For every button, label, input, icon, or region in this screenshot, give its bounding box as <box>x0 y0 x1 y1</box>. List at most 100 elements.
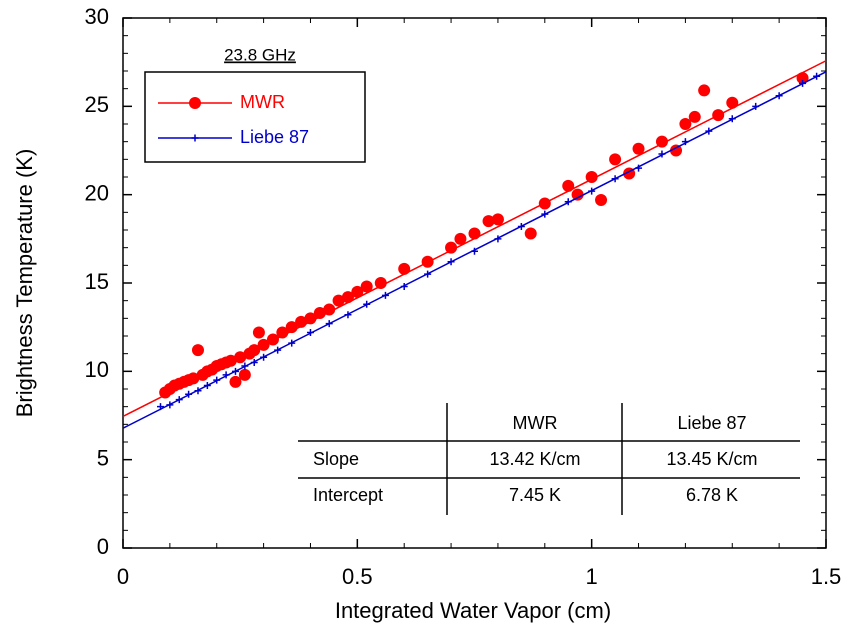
point <box>421 255 434 268</box>
y-axis-label: Brightness Temperature (K) <box>12 149 37 418</box>
point <box>323 303 336 316</box>
point <box>185 390 193 398</box>
point <box>712 109 725 122</box>
point <box>194 387 202 395</box>
table-cell: 13.45 K/cm <box>666 449 757 469</box>
point <box>351 285 364 298</box>
point <box>494 235 502 243</box>
x-tick-label: 1.5 <box>811 564 842 589</box>
point <box>295 315 308 328</box>
point <box>468 227 481 240</box>
point <box>175 396 183 404</box>
point <box>799 79 807 87</box>
point <box>266 333 279 346</box>
legend-label: Liebe 87 <box>240 127 309 147</box>
point <box>332 294 345 307</box>
point <box>564 198 572 206</box>
point <box>632 142 645 155</box>
legend-label: MWR <box>240 92 285 112</box>
point <box>203 381 211 389</box>
point <box>360 280 373 293</box>
x-axis-label: Integrated Water Vapor (cm) <box>335 598 611 623</box>
point <box>400 283 408 291</box>
point <box>562 179 575 192</box>
point <box>655 135 668 148</box>
point <box>274 346 282 354</box>
point <box>679 118 692 130</box>
point <box>524 227 537 240</box>
point <box>229 375 242 388</box>
point <box>424 270 432 278</box>
point <box>445 241 458 254</box>
point <box>588 187 596 195</box>
y-tick-label: 0 <box>97 534 109 559</box>
legend-box <box>144 71 366 163</box>
point <box>241 362 249 370</box>
x-tick-label: 0.5 <box>342 564 373 589</box>
point <box>447 258 455 266</box>
point <box>344 311 352 319</box>
table-header: MWR <box>513 413 558 433</box>
table-cell: 7.45 K <box>509 485 561 505</box>
y-tick-label: 30 <box>85 4 109 29</box>
point <box>681 138 689 146</box>
point <box>341 291 354 304</box>
point <box>688 110 701 123</box>
table-cell: 6.78 K <box>686 485 738 505</box>
point <box>595 193 608 206</box>
point <box>156 403 164 411</box>
point <box>813 72 821 80</box>
point <box>752 102 760 110</box>
y-tick-label: 15 <box>85 269 109 294</box>
point <box>304 312 317 325</box>
point <box>260 353 268 361</box>
point <box>670 144 683 157</box>
point <box>313 307 326 320</box>
point <box>541 210 549 218</box>
x-tick-label: 1 <box>586 564 598 589</box>
point <box>585 171 598 183</box>
point <box>796 72 809 85</box>
point <box>257 338 270 351</box>
point <box>571 188 584 201</box>
point <box>248 344 261 357</box>
point <box>491 213 504 226</box>
legend-marker <box>191 134 199 142</box>
point <box>538 197 551 210</box>
table-header: Liebe 87 <box>677 413 746 433</box>
point <box>517 222 525 230</box>
point <box>635 164 643 172</box>
point <box>381 291 389 299</box>
legend-marker <box>189 97 201 109</box>
point <box>609 153 622 166</box>
table-row-label: Slope <box>313 449 359 469</box>
point <box>705 127 713 135</box>
point <box>234 351 247 364</box>
point <box>187 372 200 385</box>
y-tick-label: 25 <box>85 92 109 117</box>
point <box>285 321 298 334</box>
y-tick-label: 5 <box>97 445 109 470</box>
point <box>482 215 495 228</box>
point <box>698 84 711 97</box>
annotation: 23.8 GHz <box>224 45 296 64</box>
point <box>471 247 478 255</box>
point <box>224 354 237 367</box>
point <box>222 371 230 379</box>
point <box>252 326 265 339</box>
point <box>238 368 251 381</box>
point <box>231 367 239 375</box>
point <box>728 115 736 123</box>
y-tick-label: 20 <box>85 180 109 205</box>
point <box>288 339 296 347</box>
point <box>250 359 258 366</box>
point <box>658 150 666 158</box>
point <box>213 376 221 384</box>
table-row-label: Intercept <box>313 485 383 505</box>
point <box>325 320 333 328</box>
point <box>611 175 619 183</box>
point <box>374 277 387 289</box>
x-tick-label: 0 <box>117 564 129 589</box>
point <box>276 326 289 339</box>
